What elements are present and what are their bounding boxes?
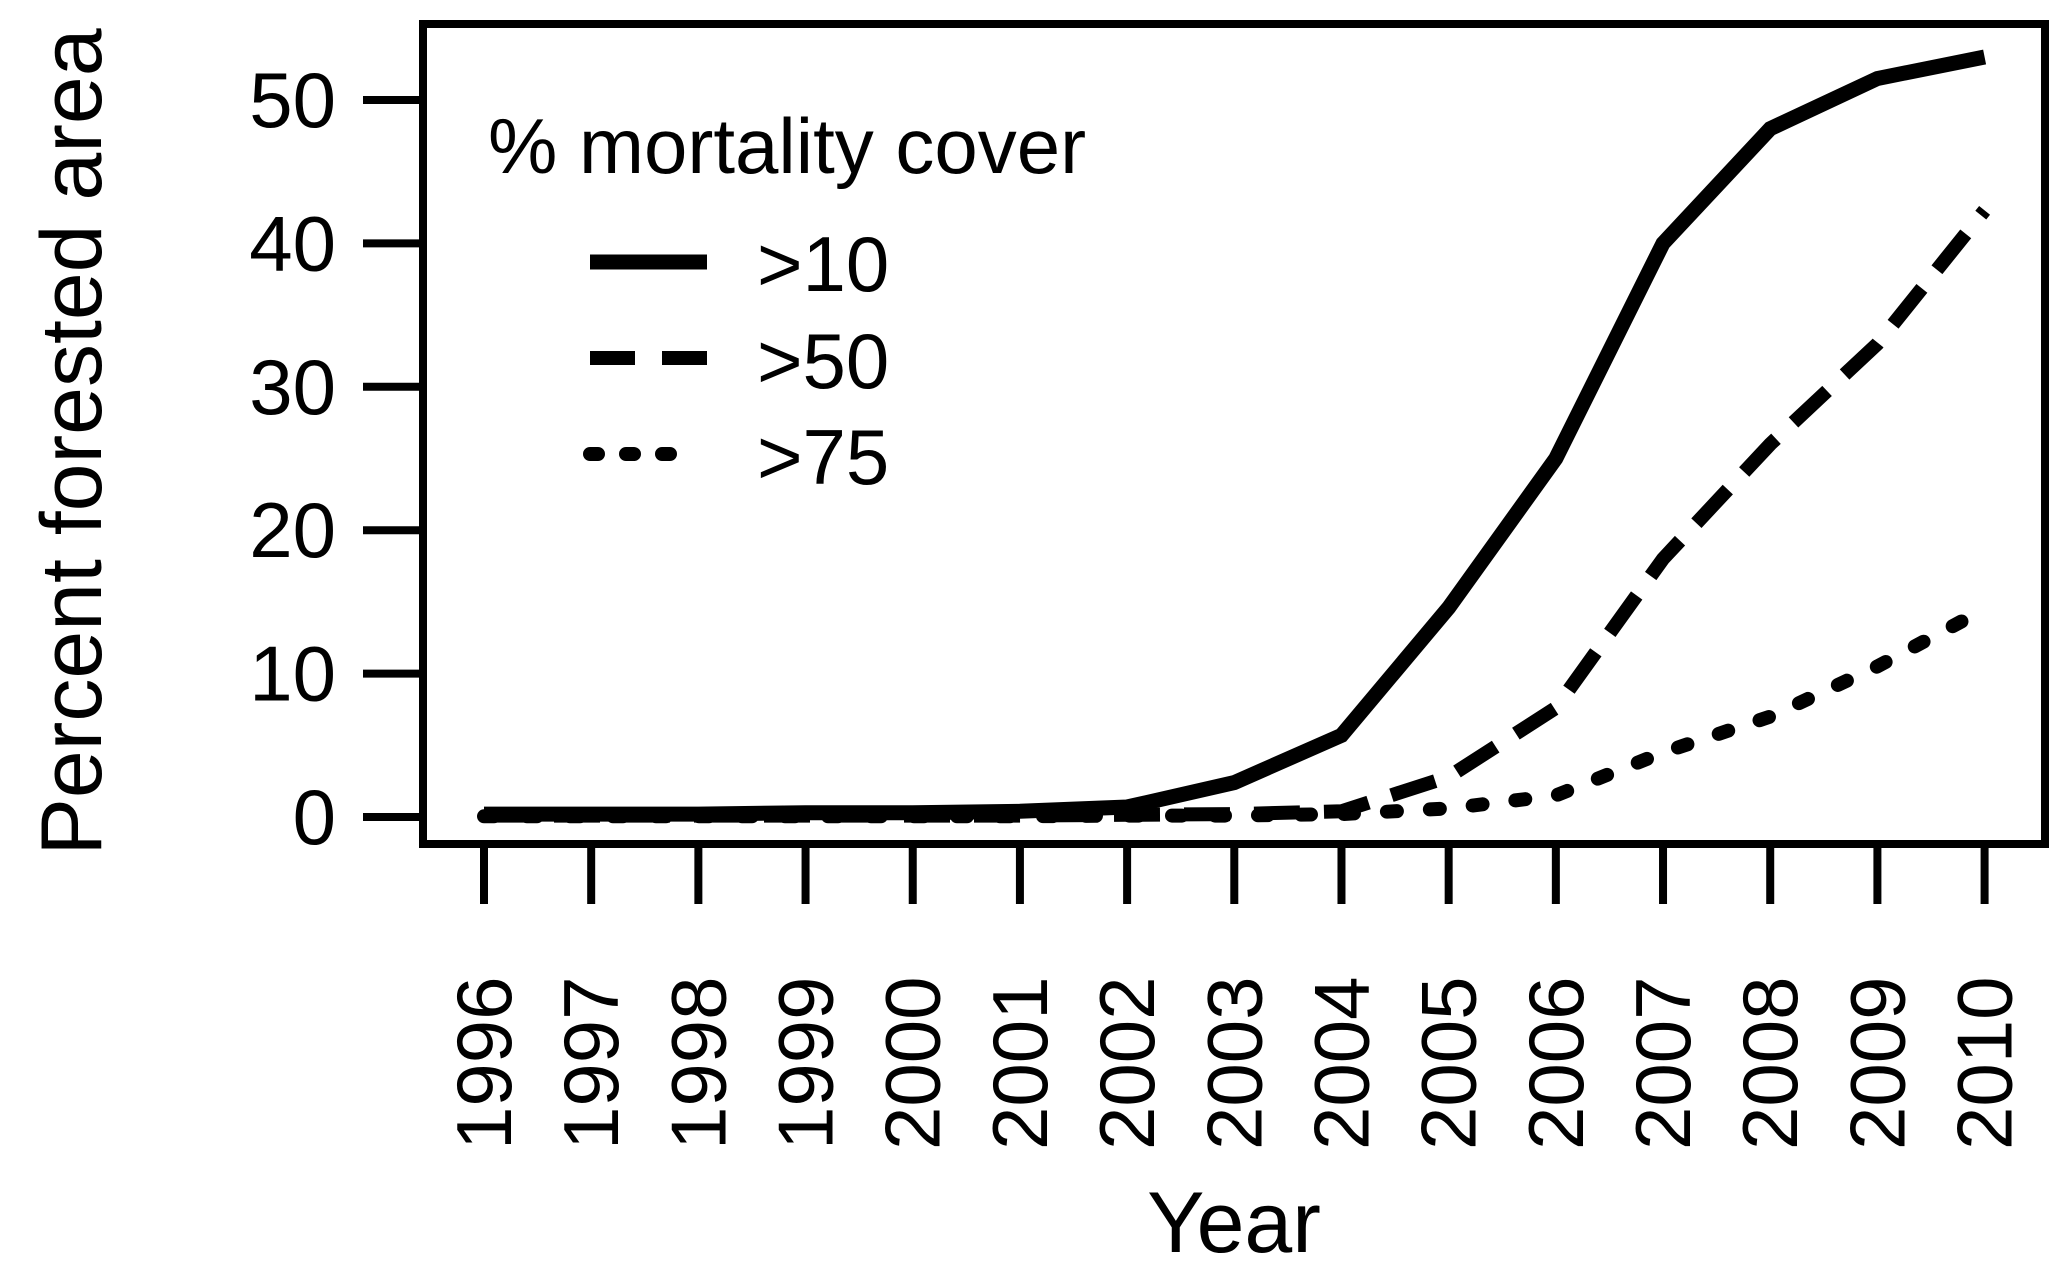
x-tick-label: 1999 bbox=[762, 976, 850, 1150]
y-tick-label: 10 bbox=[249, 630, 336, 718]
x-tick-label: 2001 bbox=[976, 976, 1064, 1150]
x-tick-label: 2006 bbox=[1512, 976, 1600, 1150]
y-tick-label: 30 bbox=[249, 343, 336, 431]
legend-title: % mortality cover bbox=[488, 102, 1086, 190]
legend-item-label-gt10: >10 bbox=[757, 220, 889, 308]
y-tick-label: 0 bbox=[293, 773, 336, 861]
y-tick-label: 50 bbox=[249, 56, 336, 144]
x-tick-label: 2008 bbox=[1726, 976, 1814, 1150]
data-series-group bbox=[477, 49, 1992, 824]
x-tick-label: 1996 bbox=[440, 976, 528, 1150]
y-tick-label: 40 bbox=[249, 199, 336, 287]
x-tick-label: 2007 bbox=[1619, 976, 1707, 1150]
x-tick-label: 2002 bbox=[1083, 976, 1171, 1150]
y-axis-ticks: 0 10 20 30 40 50 bbox=[249, 56, 423, 861]
x-tick-label: 2000 bbox=[869, 976, 957, 1150]
series-line-dashed bbox=[484, 206, 1991, 823]
series-line-dotted bbox=[477, 602, 1992, 824]
x-axis-title: Year bbox=[1147, 1175, 1321, 1271]
x-tick-label: 2003 bbox=[1190, 976, 1278, 1150]
x-tick-label: 2010 bbox=[1941, 976, 2029, 1150]
legend-item-label-gt75: >75 bbox=[757, 413, 889, 501]
x-tick-label: 1997 bbox=[547, 976, 635, 1150]
x-tick-label: 2005 bbox=[1405, 976, 1493, 1150]
x-tick-label: 2004 bbox=[1297, 976, 1385, 1150]
x-tick-label: 1998 bbox=[654, 976, 742, 1150]
legend-item-label-gt50: >50 bbox=[757, 317, 889, 405]
x-axis-ticks: 1996 1997 1998 1999 2000 2001 2002 2003 2004 2005… bbox=[440, 844, 2029, 1150]
y-tick-label: 20 bbox=[249, 486, 336, 574]
legend: % mortality cover >10 >50 >75 bbox=[488, 102, 1086, 501]
x-tick-label: 2009 bbox=[1833, 976, 1921, 1150]
y-axis-title: Percent forested area bbox=[24, 28, 120, 855]
